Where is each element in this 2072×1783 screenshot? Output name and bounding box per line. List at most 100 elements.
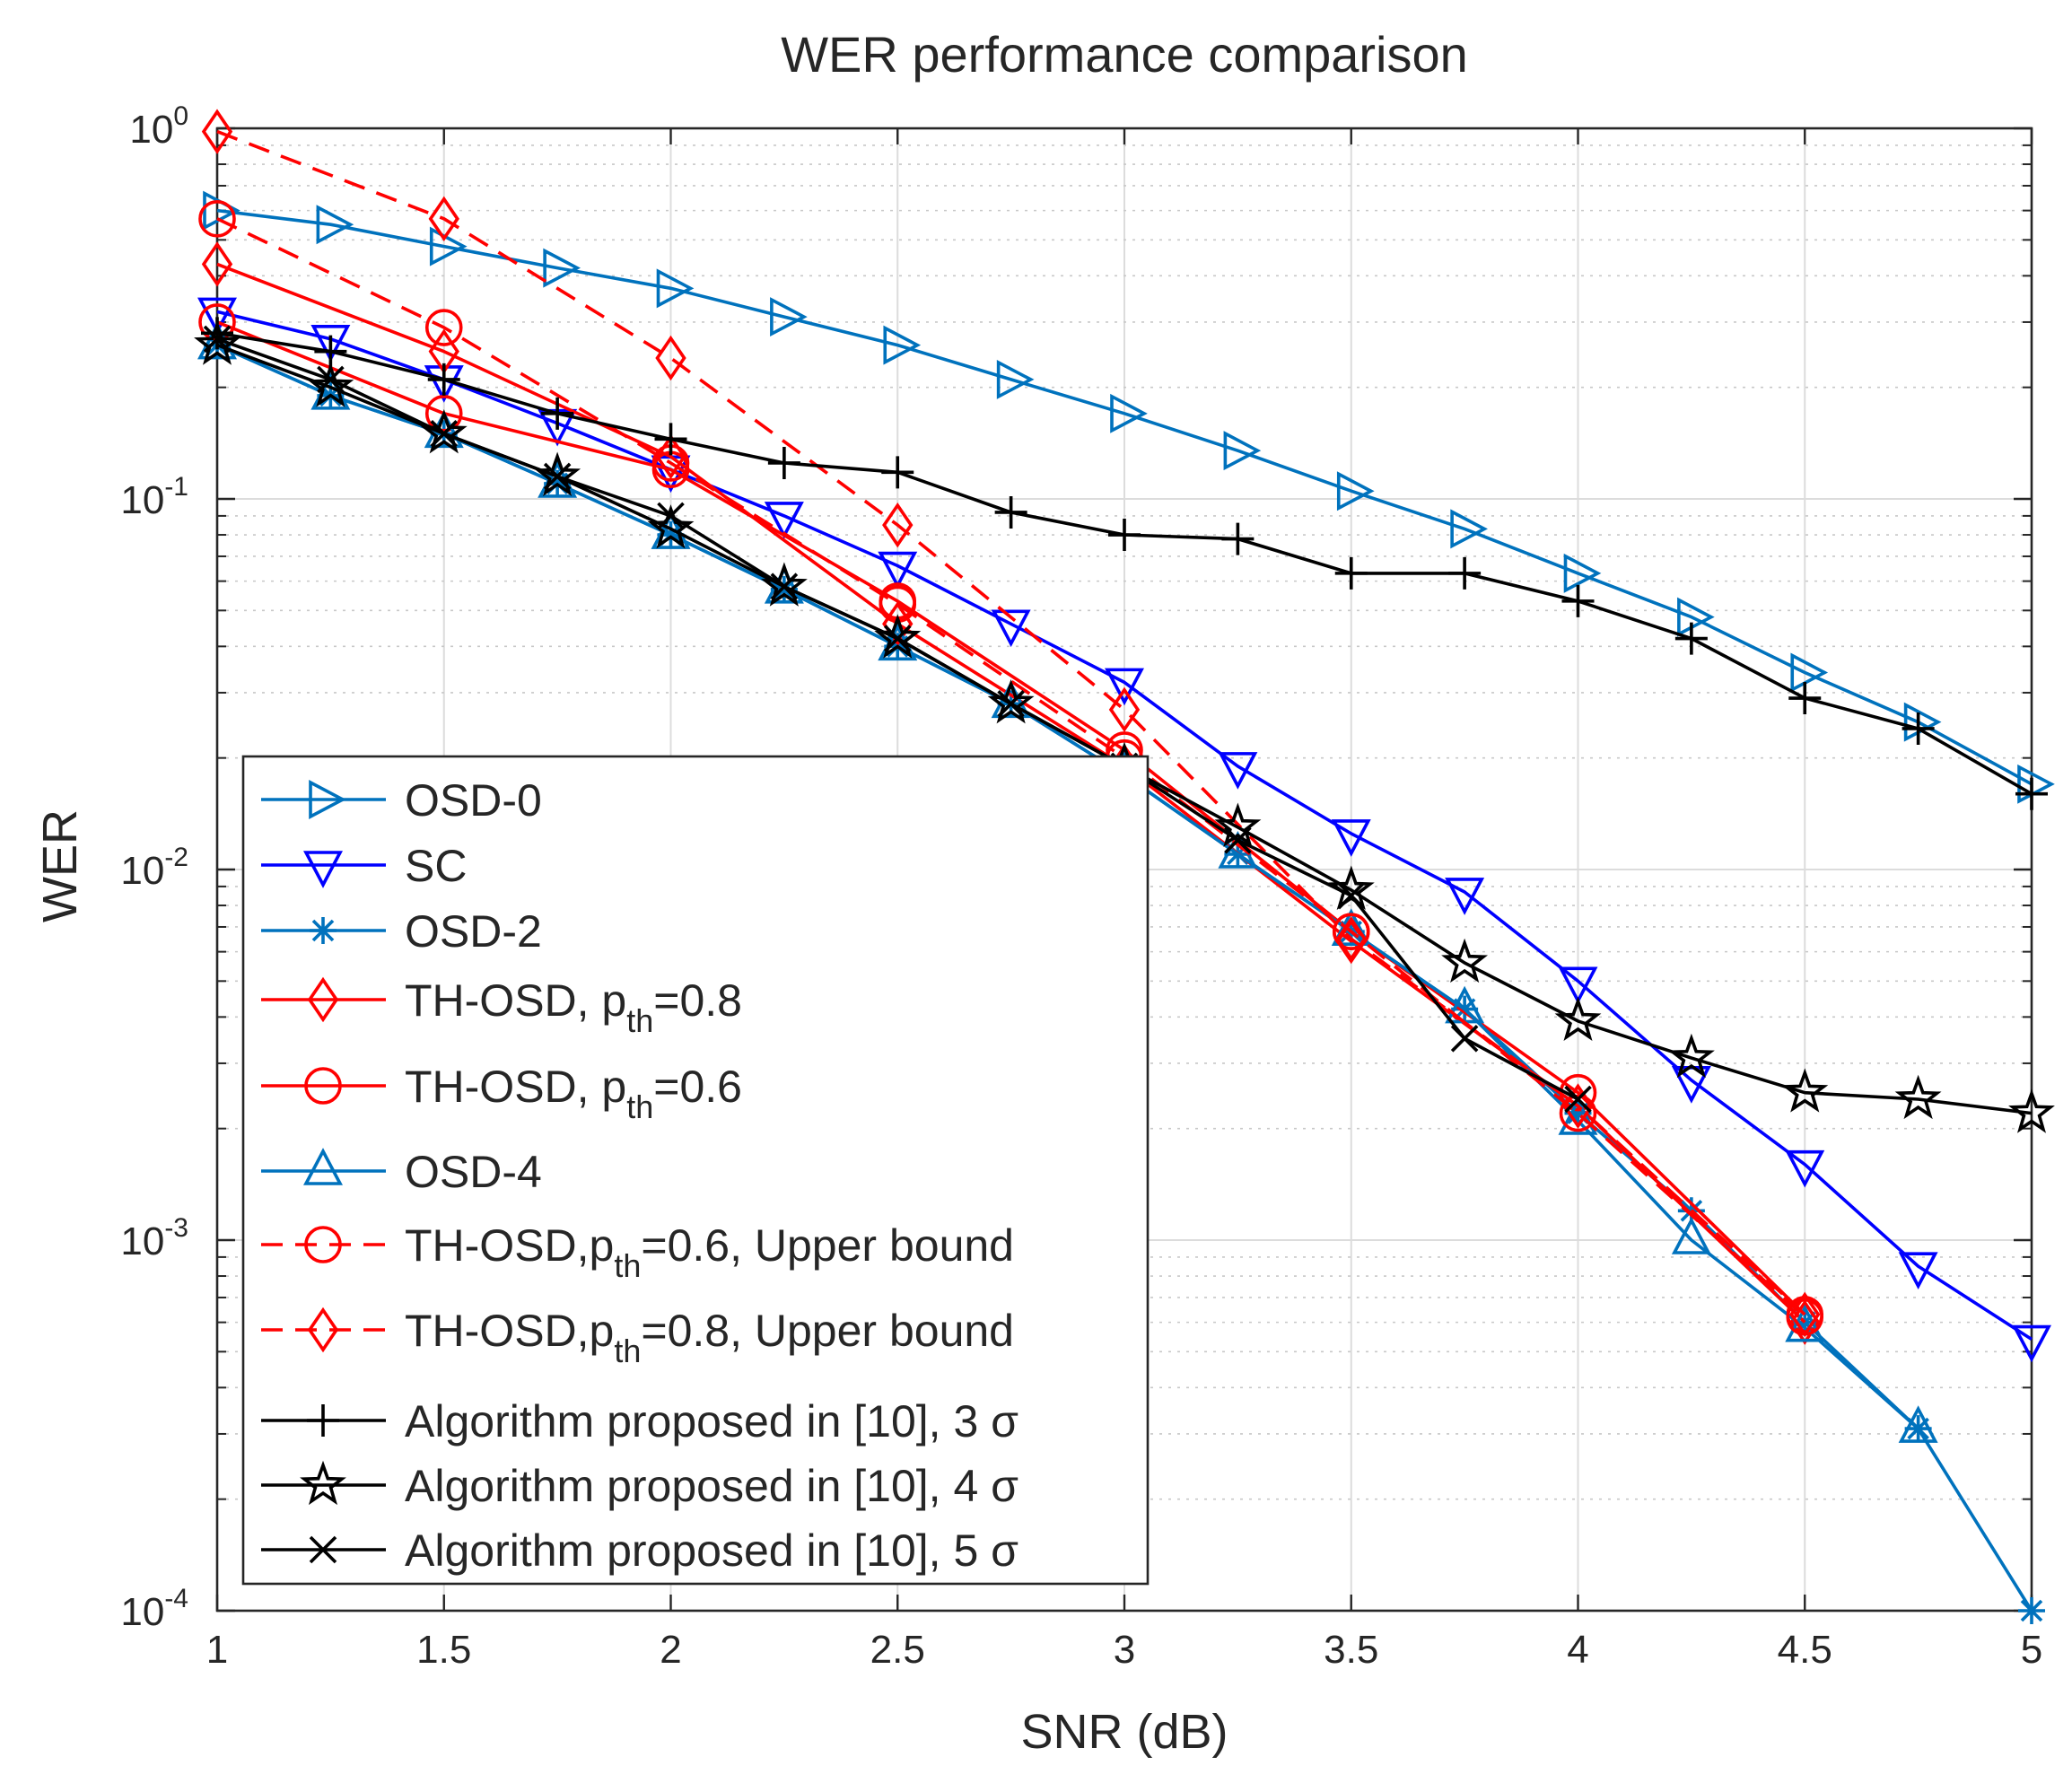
- data-point: [429, 226, 468, 267]
- data-point: [316, 205, 354, 245]
- data-point: [541, 397, 574, 430]
- y-tick-label: 10-1: [120, 472, 188, 522]
- data-point: [201, 241, 233, 287]
- legend-entry: Algorithm proposed in [10], 4 σ: [261, 1460, 1019, 1511]
- x-axis-label: SNR (dB): [1020, 1705, 1228, 1759]
- data-point: [767, 446, 800, 479]
- data-point: [1562, 1083, 1594, 1129]
- data-point: [760, 562, 808, 607]
- data-point: [1224, 826, 1252, 854]
- x-tick-label: 5: [2021, 1628, 2042, 1672]
- series-11: [203, 325, 1592, 1114]
- data-point: [657, 502, 685, 530]
- data-point: [201, 109, 233, 154]
- legend-marker: [300, 1460, 346, 1506]
- legend-entry: Algorithm proposed in [10], 5 σ: [261, 1525, 1019, 1576]
- data-point: [1108, 519, 1141, 552]
- data-point: [1674, 622, 1708, 655]
- data-point: [883, 325, 922, 365]
- data-point: [1337, 881, 1366, 910]
- data-point: [1788, 682, 1822, 715]
- data-point: [882, 502, 914, 548]
- data-point: [996, 359, 1035, 399]
- series-9: [201, 317, 2048, 810]
- data-point: [424, 309, 463, 346]
- data-point: [1105, 668, 1144, 706]
- data-point: [1789, 1291, 1821, 1338]
- data-point: [1450, 509, 1488, 549]
- data-point: [1336, 471, 1375, 511]
- legend-box: [241, 755, 1150, 1586]
- data-point: [1554, 996, 1602, 1041]
- data-point: [1789, 1299, 1821, 1345]
- legend-entry: TH-OSD,pth=0.8, Upper bound: [261, 1306, 1014, 1369]
- data-point: [656, 268, 695, 309]
- legend-entry: Algorithm proposed in [10], 3 σ: [261, 1396, 1019, 1447]
- data-point: [994, 495, 1027, 529]
- legend-entry: SC: [261, 841, 467, 891]
- legend-label: TH-OSD, pth=0.8: [405, 975, 742, 1039]
- y-tick-label: 10-2: [120, 843, 188, 893]
- series-line: [216, 310, 2033, 1342]
- data-point: [1561, 584, 1595, 617]
- data-point: [427, 363, 460, 396]
- y-axis-label: WER: [33, 809, 87, 922]
- legend-marker: [303, 851, 343, 888]
- data-point: [1671, 1217, 1711, 1254]
- data-point: [764, 565, 804, 604]
- legend-label: OSD-2: [405, 906, 542, 957]
- data-point: [1218, 752, 1258, 790]
- legend-label: TH-OSD,pth=0.8, Upper bound: [405, 1306, 1014, 1369]
- legend-marker: [309, 780, 346, 819]
- data-point: [1558, 966, 1598, 1005]
- legend-marker: [304, 1067, 342, 1105]
- y-tick-label: 100: [129, 101, 188, 152]
- data-point: [1445, 878, 1485, 915]
- data-point: [770, 572, 799, 600]
- x-tick-label: 2: [660, 1628, 681, 1672]
- legend-entry: TH-OSD,pth=0.6, Upper bound: [261, 1220, 1014, 1284]
- data-point: [1785, 1149, 1825, 1188]
- x-tick-label: 1.5: [416, 1628, 471, 1672]
- data-point: [2012, 1324, 2051, 1363]
- data-point: [1563, 553, 1602, 593]
- data-point: [2008, 1088, 2055, 1133]
- legend-marker: [310, 917, 337, 944]
- data-point: [1564, 1099, 1592, 1127]
- series-1: [203, 190, 2055, 804]
- legend-label: OSD-4: [405, 1147, 542, 1197]
- data-point: [2015, 777, 2048, 810]
- data-point: [317, 365, 345, 394]
- legend-label: TH-OSD, pth=0.6: [405, 1062, 742, 1125]
- data-point: [770, 297, 808, 337]
- data-point: [1558, 1097, 1598, 1135]
- data-point: [197, 297, 237, 336]
- data-point: [1448, 556, 1482, 590]
- data-point: [1108, 686, 1141, 733]
- data-point: [194, 320, 240, 365]
- legend-label: Algorithm proposed in [10], 5 σ: [405, 1525, 1019, 1576]
- legend-label: SC: [405, 841, 467, 891]
- x-tick-label: 4.5: [1778, 1628, 1832, 1672]
- data-point: [1781, 1068, 1829, 1113]
- data-point: [1902, 712, 1935, 745]
- data-point: [997, 690, 1025, 718]
- data-point: [1214, 802, 1262, 848]
- x-tick-label: 4: [1567, 1628, 1588, 1672]
- legend-entry: OSD-0: [261, 775, 542, 826]
- legend-entry: TH-OSD, pth=0.8: [261, 975, 742, 1039]
- data-point: [424, 395, 463, 433]
- legend-label: OSD-0: [405, 775, 542, 826]
- data-point: [1904, 1415, 1932, 1443]
- data-point: [1894, 1074, 1942, 1120]
- data-point: [1331, 908, 1371, 946]
- legend-marker: [307, 1404, 339, 1437]
- data-point: [1331, 819, 1371, 857]
- legend-marker: [307, 1307, 339, 1353]
- legend-label: Algorithm proposed in [10], 4 σ: [405, 1461, 1019, 1511]
- data-point: [1898, 1405, 1938, 1443]
- data-point: [198, 200, 236, 238]
- x-tick-label: 1: [206, 1628, 228, 1672]
- y-tick-label: 10-3: [120, 1213, 188, 1263]
